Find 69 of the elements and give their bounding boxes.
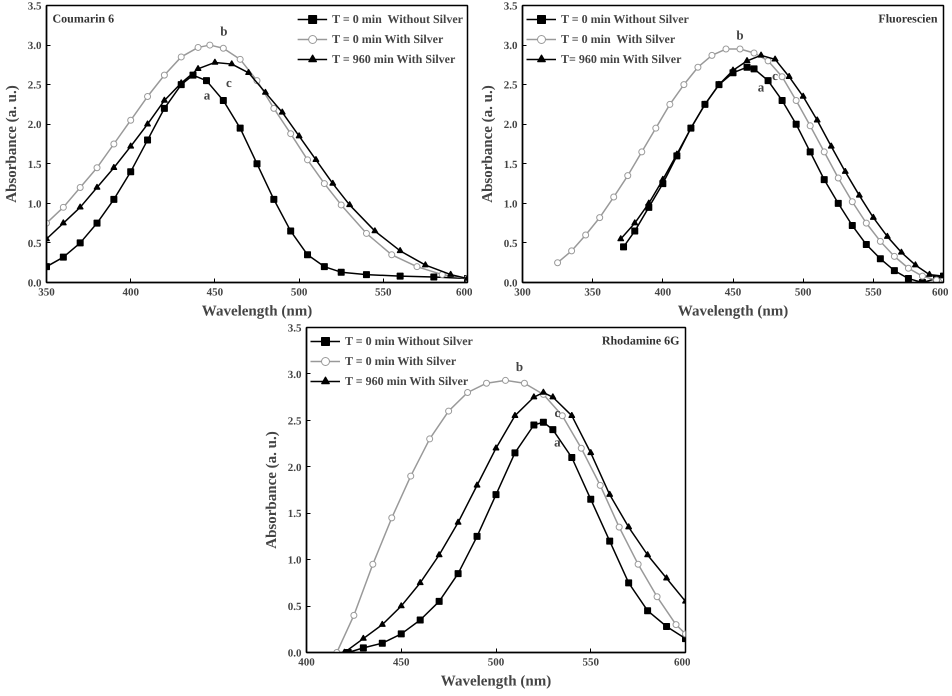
x-tick-label: 550 (375, 286, 392, 298)
legend-label: T = 0 min Without Silver (332, 12, 463, 26)
y-tick-label: 0.5 (504, 238, 518, 250)
y-tick-label: 0.0 (28, 278, 42, 290)
y-tick-label: 1.0 (288, 554, 302, 567)
y-tick-label: 2.5 (288, 415, 302, 428)
y-tick-label: 2.0 (288, 462, 302, 474)
text: Fluorescien (878, 12, 938, 26)
legend-label: T= 960 min With Silver (561, 52, 682, 66)
y-tick-label: 1.0 (504, 198, 518, 210)
y-axis-title: Absorbance (a. u.) (4, 85, 20, 203)
x-tick-label: 500 (794, 286, 812, 298)
y-tick-label: 3.0 (288, 368, 302, 381)
y-tick-label: 2.5 (28, 80, 42, 92)
annotation: c (772, 68, 778, 83)
x-axis-title: Wavelength (nm) (678, 304, 788, 320)
legend-label: T = 960 min With Silver (332, 52, 456, 66)
y-tick-label: 1.0 (28, 198, 42, 210)
y-tick-label: 0.5 (288, 601, 302, 614)
y-tick-label: 3.5 (288, 322, 302, 334)
x-tick-label: 550 (582, 656, 600, 668)
y-tick-label: 3.0 (504, 40, 518, 52)
x-tick-label: 400 (298, 656, 316, 668)
x-tick-label: 550 (865, 286, 882, 298)
x-tick-label: 600 (932, 286, 949, 298)
legend-label: T = 0 min With Silver (332, 32, 444, 46)
annotation: b (220, 24, 228, 39)
x-axis-title: Wavelength (nm) (202, 304, 312, 320)
y-tick-label: 1.5 (28, 158, 42, 171)
x-tick-label: 400 (122, 286, 140, 298)
y-tick-label: 3.5 (28, 0, 42, 12)
y-tick-label: 0.5 (28, 238, 42, 250)
x-tick-label: 350 (584, 286, 602, 298)
annotation: b (736, 28, 744, 43)
y-tick-label: 1.5 (504, 158, 518, 171)
y-axis-title: Absorbance (a. u.) (264, 431, 280, 549)
x-tick-label: 450 (206, 286, 224, 298)
text: Rhodamine 6G (602, 334, 680, 348)
x-tick-label: 500 (488, 656, 505, 668)
annotation: c (554, 405, 560, 420)
x-tick-label: 450 (724, 286, 742, 298)
y-tick-label: 0.0 (504, 278, 518, 290)
annotation: a (554, 434, 562, 450)
x-tick-label: 500 (290, 286, 308, 298)
y-tick-label: 0.0 (288, 648, 302, 660)
text: Coumarin 6 (52, 12, 114, 26)
y-tick-label: 1.5 (288, 508, 302, 520)
y-axis-title: Absorbance (a. u.) (480, 85, 496, 203)
y-tick-label: 2.0 (504, 119, 518, 132)
x-tick-label: 300 (514, 286, 532, 298)
legend-label: T = 960 min With Silver (345, 374, 468, 388)
y-tick-label: 2.5 (504, 80, 518, 92)
y-tick-label: 3.0 (28, 40, 42, 52)
annotation: a (758, 80, 765, 95)
legend-label: T = 0 min With Silver (345, 354, 456, 368)
x-tick-label: 600 (456, 286, 473, 298)
x-tick-label: 400 (654, 286, 672, 298)
legend-label: T = 0 min Without Silver (561, 12, 689, 26)
legend-label: T = 0 min Without Silver (345, 334, 473, 348)
y-tick-label: 3.5 (504, 0, 518, 12)
annotation: a (204, 88, 211, 103)
x-tick-label: 350 (38, 286, 56, 298)
x-tick-label: 600 (674, 656, 691, 668)
legend-label: T = 0 min With Silver (561, 32, 676, 46)
annotation: b (516, 358, 524, 374)
x-tick-label: 450 (393, 656, 410, 668)
x-axis-title: Wavelength (nm) (440, 674, 552, 690)
annotation: c (226, 74, 232, 90)
y-tick-label: 2.0 (28, 119, 42, 132)
